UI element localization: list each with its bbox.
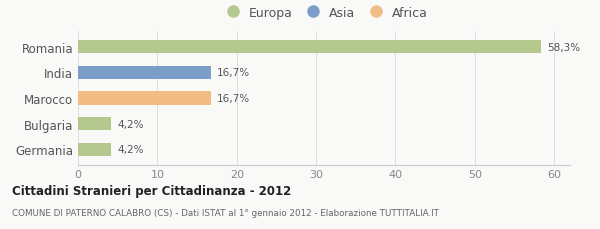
Legend: Europa, Asia, Africa: Europa, Asia, Africa <box>217 3 431 23</box>
Text: 4,2%: 4,2% <box>118 144 144 155</box>
Text: 16,7%: 16,7% <box>217 68 250 78</box>
Bar <box>78 143 112 156</box>
Text: 4,2%: 4,2% <box>118 119 144 129</box>
Text: 16,7%: 16,7% <box>217 93 250 104</box>
Bar <box>78 92 211 105</box>
Bar <box>78 66 211 79</box>
Bar <box>78 41 541 54</box>
Text: 58,3%: 58,3% <box>547 42 580 52</box>
Bar <box>78 117 112 131</box>
Text: COMUNE DI PATERNO CALABRO (CS) - Dati ISTAT al 1° gennaio 2012 - Elaborazione TU: COMUNE DI PATERNO CALABRO (CS) - Dati IS… <box>12 208 439 217</box>
Text: Cittadini Stranieri per Cittadinanza - 2012: Cittadini Stranieri per Cittadinanza - 2… <box>12 184 291 197</box>
